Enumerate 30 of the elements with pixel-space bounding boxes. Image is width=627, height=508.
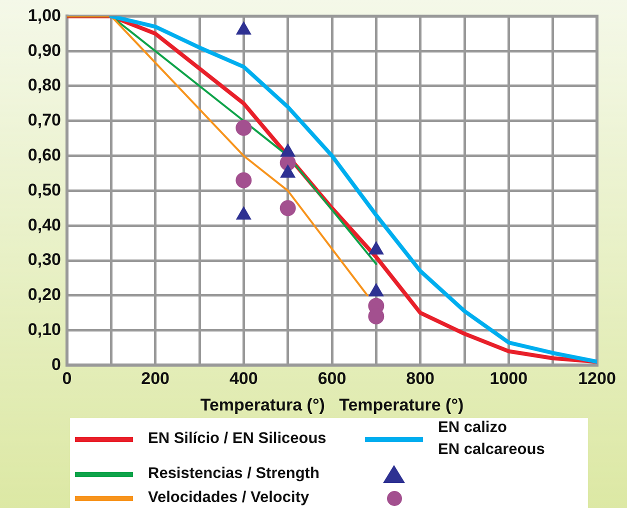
legend-label: Velocidades / Velocity — [148, 488, 310, 508]
x-axis-title: Temperatura (°) Temperature (°) — [200, 395, 464, 414]
x-tick-label: 600 — [318, 369, 346, 388]
point — [280, 143, 296, 157]
x-tick-label: 800 — [406, 369, 435, 388]
point — [236, 120, 252, 136]
point — [280, 200, 296, 216]
y-tick-label: 0,40 — [28, 215, 61, 234]
y-tick-label: 0,20 — [28, 285, 61, 304]
y-tick-label: 0,80 — [28, 76, 61, 95]
legend-label: Resistencias / Strength — [148, 464, 320, 484]
legend-label: EN Silício / EN Siliceous — [148, 429, 326, 449]
x-tick-label: 1000 — [490, 369, 528, 388]
point — [280, 164, 296, 178]
y-tick-label: 0,60 — [28, 145, 61, 164]
legend-label: EN calizo EN calcareous — [438, 418, 545, 460]
x-tick-label: 400 — [229, 369, 258, 388]
point — [236, 21, 252, 35]
y-tick-label: 0,10 — [28, 320, 61, 339]
y-tick-label: 0,50 — [28, 180, 61, 200]
point — [236, 206, 252, 220]
point — [236, 172, 252, 188]
y-tick-label: 0 — [52, 354, 61, 374]
y-tick-label: 1,00 — [28, 6, 61, 25]
x-tick-label: 200 — [141, 369, 170, 388]
y-tick-label: 0,90 — [28, 40, 61, 60]
x-tick-label: 1200 — [578, 369, 616, 388]
point — [368, 241, 384, 255]
y-tick-label: 0,70 — [28, 110, 61, 130]
y-tick-label: 0,30 — [28, 250, 61, 270]
